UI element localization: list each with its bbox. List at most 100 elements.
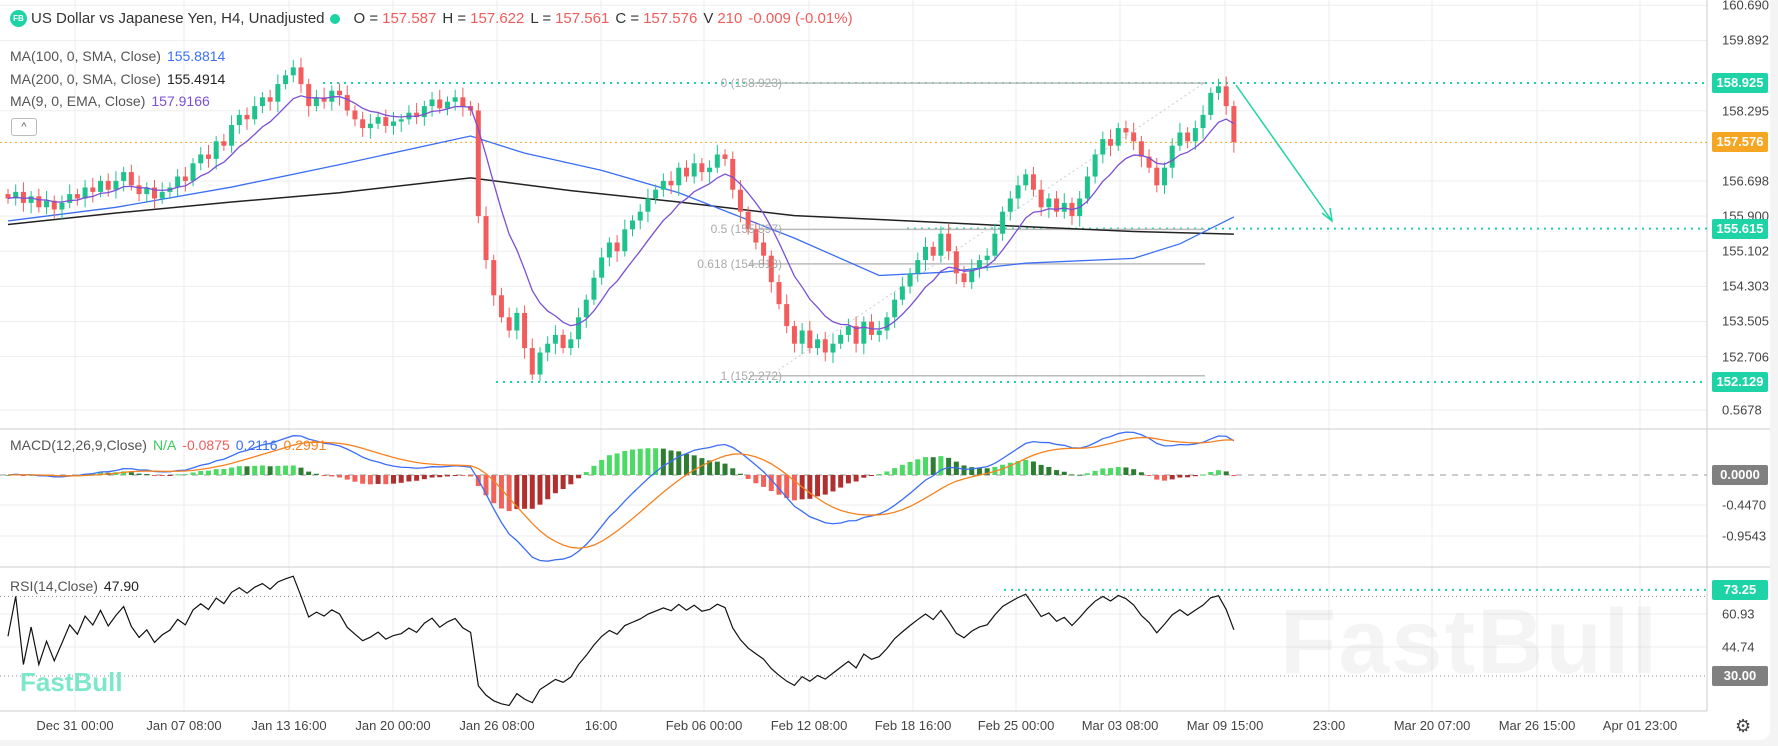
macd-legend[interactable]: MACD(12,26,9,Close) N/A -0.0875 0.2116 0.299… bbox=[10, 437, 332, 453]
macd-histogram-bar bbox=[1115, 467, 1121, 475]
macd-histogram-bar bbox=[98, 472, 104, 475]
candle-body bbox=[321, 97, 327, 102]
macd-histogram-bar bbox=[1146, 475, 1152, 476]
candle-body bbox=[398, 119, 404, 122]
candle-body bbox=[151, 187, 157, 199]
time-tick-label: Jan 20 00:00 bbox=[355, 718, 431, 733]
macd-histogram-bar bbox=[1000, 464, 1006, 475]
macd-histogram-bar bbox=[1092, 470, 1098, 475]
close-value: 157.576 bbox=[643, 10, 698, 27]
candle-body bbox=[984, 255, 990, 261]
macd-zero-badge: 0.0000 bbox=[1712, 465, 1768, 485]
time-tick-label: 23:00 bbox=[1312, 718, 1346, 733]
price-badge: 155.615 bbox=[1712, 218, 1768, 239]
candle-body bbox=[175, 176, 181, 188]
fib-label: 0 (158.923) bbox=[720, 76, 782, 91]
macd-histogram-bar bbox=[946, 457, 952, 475]
macd-histogram-bar bbox=[707, 460, 713, 475]
price-tick-label: 160.690 bbox=[1722, 0, 1769, 13]
macd-histogram-bar bbox=[722, 463, 728, 475]
candle-body bbox=[59, 202, 65, 210]
macd-histogram-bar bbox=[444, 475, 450, 477]
macd-histogram-bar bbox=[1169, 475, 1175, 480]
macd-histogram-bar bbox=[514, 475, 520, 510]
macd-histogram-bar bbox=[267, 466, 273, 475]
price-badge: 157.576 bbox=[1712, 132, 1768, 153]
symbol-title: US Dollar vs Japanese Yen, H4, Unadjuste… bbox=[31, 10, 325, 27]
macd-histogram-bar bbox=[1192, 475, 1198, 477]
macd-histogram-bar bbox=[375, 475, 381, 484]
gear-icon[interactable]: ⚙ bbox=[1735, 716, 1752, 736]
candle-body bbox=[360, 119, 366, 129]
macd-histogram-bar bbox=[930, 457, 936, 475]
candle-body bbox=[182, 176, 188, 181]
macd-tick-label: 0.5678 bbox=[1722, 402, 1762, 418]
candle-body bbox=[591, 277, 597, 300]
candle-body bbox=[67, 194, 73, 203]
candle-body bbox=[768, 255, 774, 283]
candle-body bbox=[1169, 145, 1175, 168]
candle-body bbox=[90, 187, 96, 192]
rsi-legend[interactable]: RSI(14,Close) 47.90 bbox=[10, 578, 145, 594]
ema9-legend[interactable]: MA(9, 0, EMA, Close) 157.9166 bbox=[10, 93, 216, 109]
candle-body bbox=[1215, 86, 1221, 93]
macd-histogram-bar bbox=[306, 471, 312, 475]
macd-histogram-bar bbox=[1185, 475, 1191, 478]
macd-histogram-bar bbox=[1046, 466, 1052, 475]
macd-histogram-bar bbox=[190, 472, 196, 475]
price-tick-label: 155.102 bbox=[1722, 243, 1769, 259]
candle-body bbox=[190, 163, 196, 181]
ma200-legend[interactable]: MA(200, 0, SMA, Close) 155.4914 bbox=[10, 71, 231, 87]
macd-histogram-bar bbox=[252, 465, 258, 475]
candle-body bbox=[861, 321, 867, 344]
candle-body bbox=[367, 123, 373, 129]
candle-body bbox=[452, 97, 458, 102]
macd-histogram-bar bbox=[922, 457, 928, 475]
ma100-legend[interactable]: MA(100, 0, SMA, Close) 155.8814 bbox=[10, 48, 231, 64]
collapse-legend-button[interactable]: ^ bbox=[11, 118, 37, 136]
macd-histogram-bar bbox=[498, 475, 504, 509]
candle-body bbox=[298, 67, 304, 85]
macd-histogram-bar bbox=[753, 475, 759, 484]
macd-histogram-bar bbox=[259, 465, 265, 475]
macd-histogram-bar bbox=[437, 475, 443, 478]
macd-histogram-bar bbox=[1061, 471, 1067, 475]
macd-histogram-bar bbox=[391, 475, 396, 484]
macd-histogram-bar bbox=[321, 475, 327, 476]
candle-body bbox=[522, 312, 528, 349]
macd-histogram-bar bbox=[861, 475, 867, 478]
candle-body bbox=[614, 242, 620, 252]
macd-histogram-bar bbox=[1030, 461, 1036, 475]
price-tick-label: 154.303 bbox=[1722, 278, 1769, 294]
ma200-label: MA(200, 0, SMA, Close) bbox=[10, 71, 161, 87]
macd-histogram-bar bbox=[714, 461, 720, 475]
macd-histogram-bar bbox=[352, 475, 358, 482]
macd-histogram-bar bbox=[776, 475, 782, 495]
candle-body bbox=[414, 112, 420, 118]
macd-histogram-bar bbox=[568, 475, 574, 485]
candle-body bbox=[283, 75, 289, 85]
macd-histogram-bar bbox=[1215, 470, 1221, 475]
macd-histogram-bar bbox=[899, 464, 905, 475]
macd-histogram-bar bbox=[583, 472, 589, 475]
candle-body bbox=[676, 167, 682, 186]
candle-body bbox=[383, 117, 389, 126]
candle-body bbox=[506, 317, 512, 331]
macd-histogram-bar bbox=[121, 471, 127, 475]
macd-histogram-bar bbox=[236, 466, 242, 475]
candle-body bbox=[683, 167, 689, 177]
close-label: C = bbox=[615, 10, 640, 27]
time-tick-label: Jan 26 08:00 bbox=[459, 718, 535, 733]
rsi-value: 47.90 bbox=[103, 578, 139, 594]
candle-body bbox=[105, 180, 111, 190]
candle-body bbox=[907, 273, 913, 287]
candle-body bbox=[1007, 198, 1013, 212]
open-value: 157.587 bbox=[382, 10, 437, 27]
macd-histogram-bar bbox=[791, 475, 797, 501]
macd-histogram-bar bbox=[938, 456, 944, 475]
candle-body bbox=[1000, 211, 1006, 234]
macd-histogram-bar bbox=[159, 475, 165, 476]
candle-body bbox=[375, 117, 381, 124]
candle-body bbox=[892, 299, 898, 318]
